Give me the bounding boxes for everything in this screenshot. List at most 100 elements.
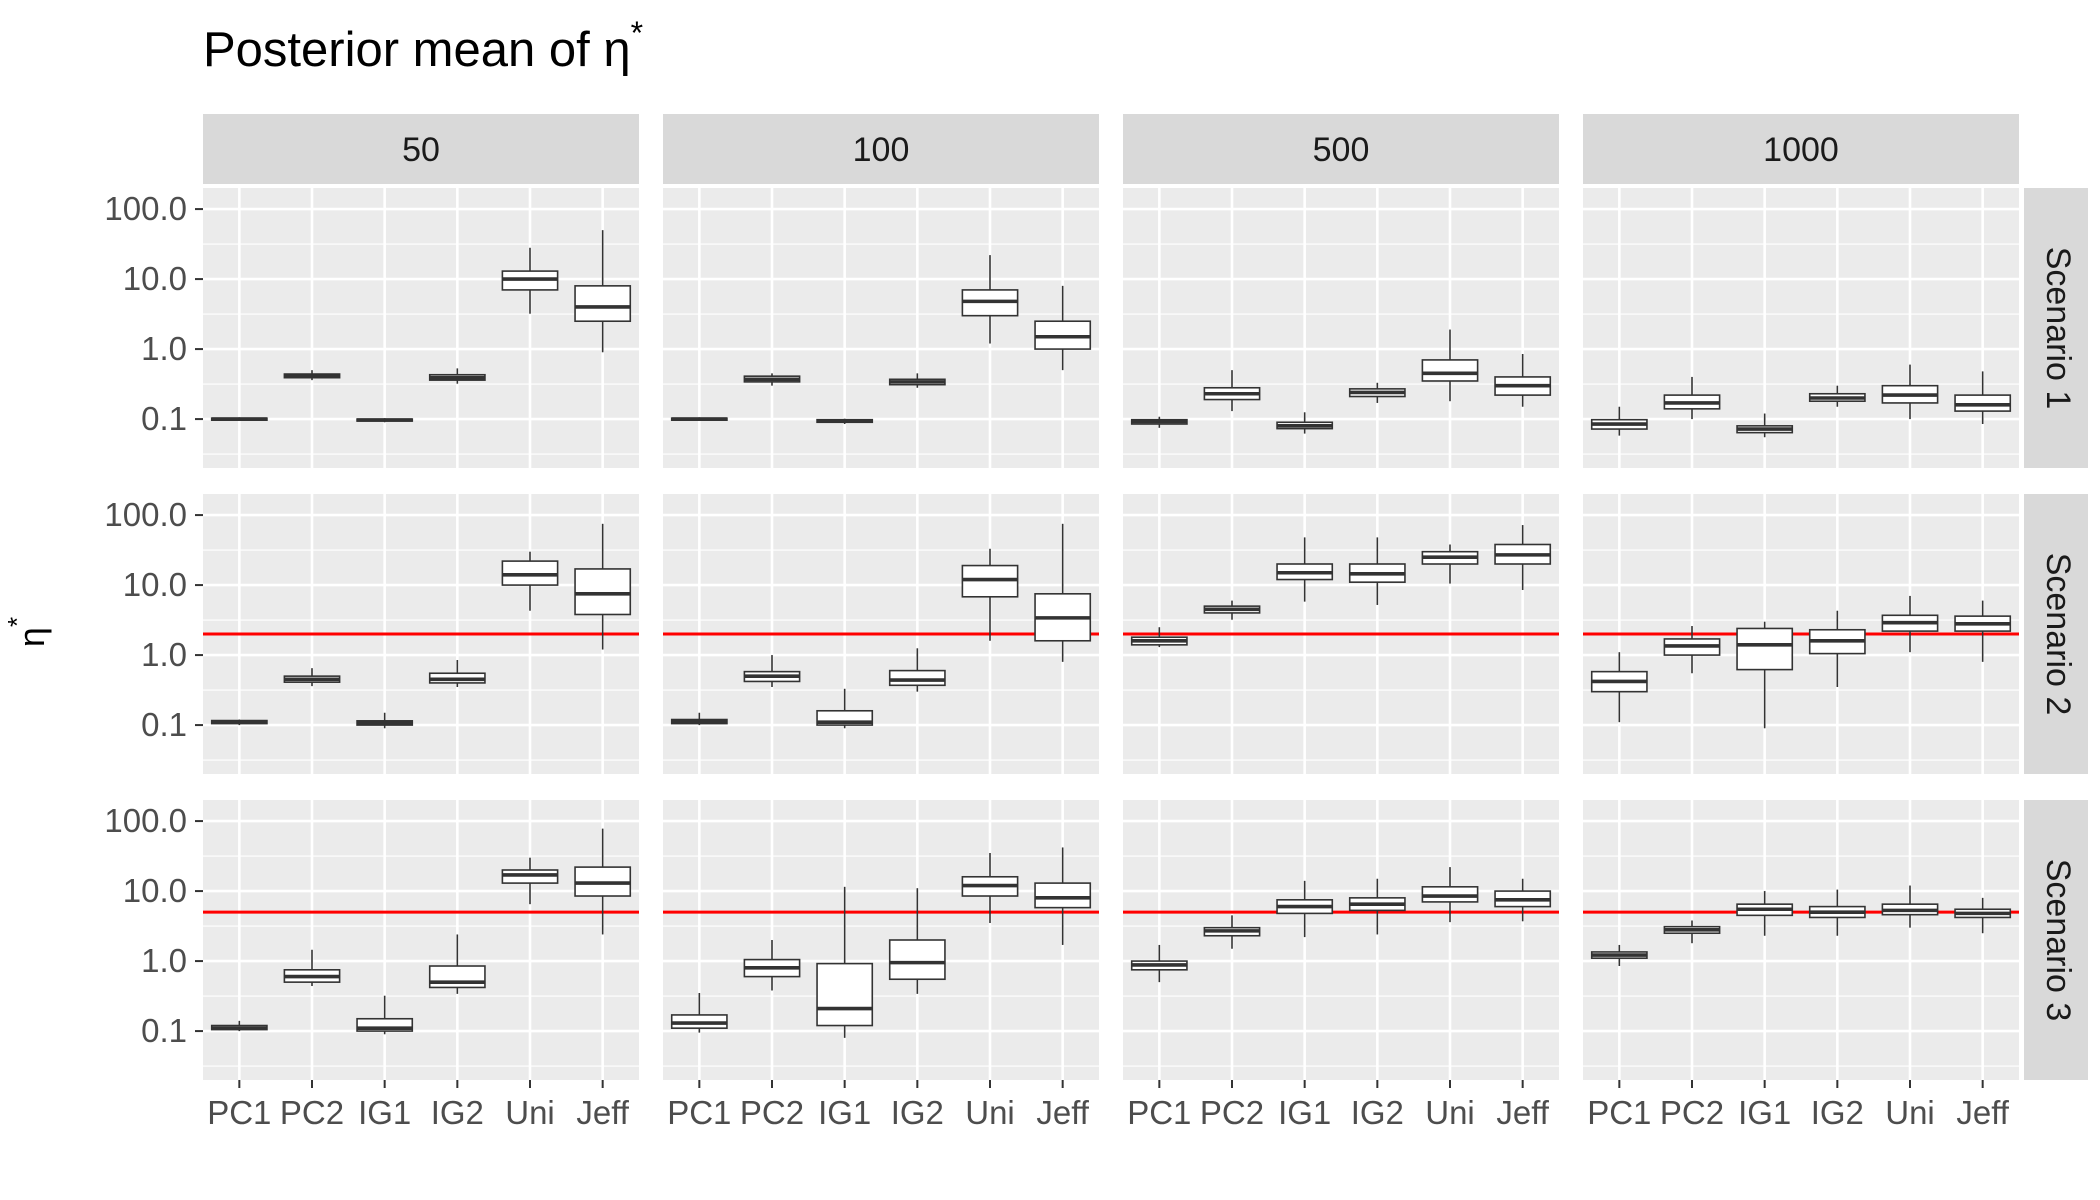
boxplot-ig2 bbox=[428, 660, 486, 687]
boxplot-ig1 bbox=[816, 886, 874, 1038]
panel-background bbox=[1123, 800, 1559, 1080]
boxplot-jeff bbox=[1954, 897, 2012, 934]
boxplot-pc1 bbox=[1590, 652, 1648, 723]
boxplot-ig1 bbox=[1276, 880, 1334, 938]
x-tick-label: PC2 bbox=[740, 1094, 804, 1131]
box bbox=[1736, 627, 1794, 671]
boxplot-jeff bbox=[1954, 371, 2012, 425]
boxplot-ig2 bbox=[1348, 878, 1406, 935]
x-tick-label: PC2 bbox=[280, 1094, 344, 1131]
boxplot-jeff bbox=[1494, 878, 1552, 922]
x-tick-label: IG2 bbox=[431, 1094, 484, 1131]
y-tick-label: 10.0 bbox=[123, 260, 187, 297]
column-strip bbox=[1123, 114, 1559, 184]
boxplot-ig2 bbox=[1808, 610, 1866, 687]
boxplot-jeff bbox=[1034, 523, 1092, 662]
panel bbox=[663, 800, 1099, 1080]
y-tick-label: 0.1 bbox=[141, 706, 187, 743]
panel bbox=[1123, 494, 1559, 774]
panel bbox=[1583, 494, 2019, 774]
x-tick-label: Uni bbox=[1885, 1094, 1935, 1131]
panel bbox=[203, 494, 639, 774]
boxplot-uni bbox=[1421, 867, 1479, 923]
boxplot-ig2 bbox=[888, 373, 946, 388]
boxplot-ig2 bbox=[1348, 382, 1406, 403]
boxplot-ig2 bbox=[1808, 889, 1866, 936]
boxplot-jeff bbox=[1034, 285, 1092, 371]
boxplot-uni bbox=[501, 857, 559, 905]
y-tick-label: 1.0 bbox=[141, 636, 187, 673]
boxplot-jeff bbox=[1494, 354, 1552, 407]
boxplot-pc2 bbox=[1203, 600, 1261, 620]
boxplot-pc1 bbox=[1130, 944, 1188, 983]
boxplot-pc1 bbox=[670, 992, 728, 1033]
y-tick-label: 1.0 bbox=[141, 330, 187, 367]
boxplot-pc1 bbox=[210, 417, 268, 421]
boxplot-pc2 bbox=[743, 373, 801, 386]
boxplot-pc2 bbox=[1663, 626, 1721, 674]
boxplot-jeff bbox=[574, 230, 632, 353]
y-tick-label: 100.0 bbox=[104, 802, 187, 839]
x-tick-label: Jeff bbox=[1956, 1094, 2009, 1131]
boxplot-ig1 bbox=[1276, 412, 1334, 434]
boxplot-jeff bbox=[574, 523, 632, 650]
boxplot-pc2 bbox=[283, 370, 341, 381]
row-strip bbox=[2024, 800, 2088, 1080]
y-tick-label: 0.1 bbox=[141, 1012, 187, 1049]
boxplot-jeff bbox=[1494, 525, 1552, 591]
x-tick-label: Uni bbox=[965, 1094, 1015, 1131]
boxplot-ig1 bbox=[1276, 537, 1334, 602]
y-tick-label: 1.0 bbox=[141, 942, 187, 979]
boxplot-ig1 bbox=[356, 418, 414, 423]
boxplot-ig1 bbox=[356, 712, 414, 729]
panel-background bbox=[1583, 800, 2019, 1080]
boxplot-ig1 bbox=[356, 995, 414, 1035]
panel-background bbox=[1583, 188, 2019, 468]
boxplot-pc2 bbox=[1663, 920, 1721, 944]
boxplot-pc2 bbox=[1663, 376, 1721, 420]
boxplot-pc2 bbox=[1203, 915, 1261, 949]
x-tick-label: IG1 bbox=[818, 1094, 871, 1131]
x-tick-label: IG2 bbox=[891, 1094, 944, 1131]
boxplot-pc2 bbox=[283, 668, 341, 687]
panel bbox=[1583, 188, 2019, 468]
boxplot-pc1 bbox=[210, 1020, 268, 1032]
x-tick-label: PC1 bbox=[207, 1094, 271, 1131]
boxplot-ig1 bbox=[1736, 891, 1794, 936]
x-tick-label: PC1 bbox=[1127, 1094, 1191, 1131]
x-tick-label: IG2 bbox=[1351, 1094, 1404, 1131]
panel-background bbox=[203, 188, 639, 468]
boxplot-ig2 bbox=[428, 934, 486, 994]
box bbox=[816, 962, 874, 1027]
boxplot-uni bbox=[501, 551, 559, 611]
column-strip-label: 100 bbox=[853, 131, 910, 169]
y-tick-label: 10.0 bbox=[123, 872, 187, 909]
box bbox=[574, 568, 632, 616]
boxplot-pc2 bbox=[743, 655, 801, 687]
boxplot-pc1 bbox=[1590, 944, 1648, 967]
x-tick-label: Jeff bbox=[1496, 1094, 1549, 1131]
boxplot-ig2 bbox=[1808, 385, 1866, 407]
y-axis-title: η* bbox=[2, 617, 52, 647]
boxplot-pc1 bbox=[670, 417, 728, 421]
x-tick-label: Uni bbox=[505, 1094, 555, 1131]
y-tick-label: 100.0 bbox=[104, 190, 187, 227]
box bbox=[888, 939, 946, 981]
boxplot-ig2 bbox=[888, 888, 946, 994]
boxplot-uni bbox=[961, 548, 1019, 641]
row-strip-label: Scenario 1 bbox=[2039, 247, 2077, 410]
boxplot-pc1 bbox=[210, 719, 268, 726]
column-strip-label: 50 bbox=[402, 131, 440, 169]
panels: 50 100 500 1000 Scenario 1 Scenario 2 Scenario… bbox=[104, 114, 2088, 1131]
y-tick-label: 0.1 bbox=[141, 400, 187, 437]
boxplot-jeff bbox=[574, 828, 632, 935]
boxplot-ig1 bbox=[1736, 621, 1794, 729]
x-tick-label: Jeff bbox=[1036, 1094, 1089, 1131]
boxplot-ig2 bbox=[1348, 537, 1406, 605]
row-strip bbox=[2024, 188, 2088, 468]
x-tick-label: IG1 bbox=[1738, 1094, 1791, 1131]
x-tick-label: Uni bbox=[1425, 1094, 1475, 1131]
boxplot-uni bbox=[1881, 885, 1939, 928]
column-strip bbox=[203, 114, 639, 184]
